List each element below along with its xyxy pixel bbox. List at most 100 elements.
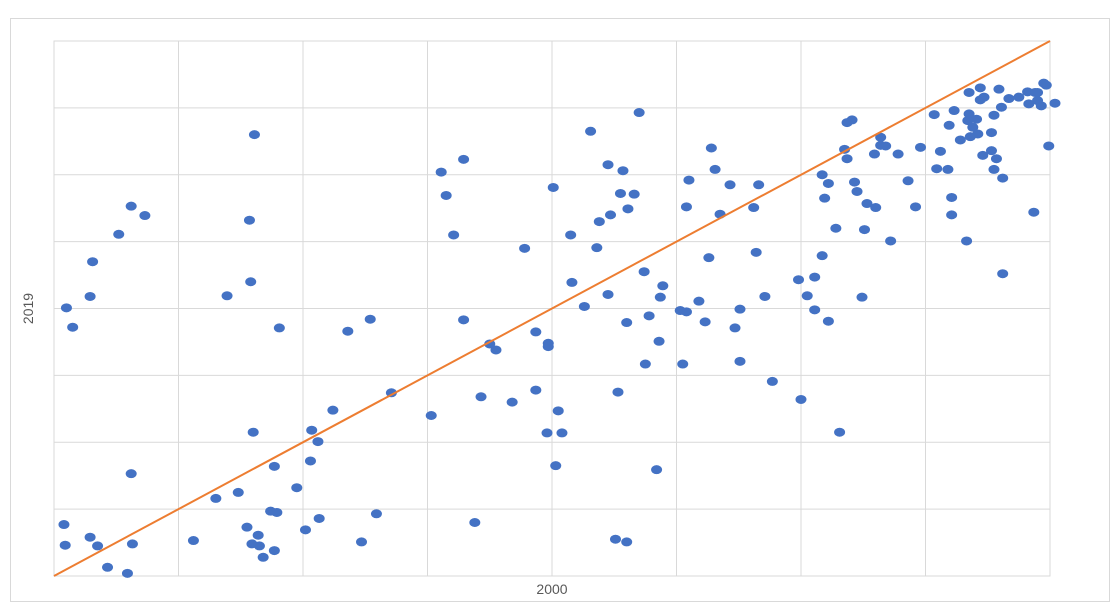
- data-point: [683, 175, 695, 185]
- data-point: [385, 388, 397, 398]
- data-point: [795, 394, 807, 404]
- data-point: [484, 339, 496, 349]
- data-point: [974, 95, 986, 105]
- data-point: [221, 291, 233, 301]
- data-point: [425, 411, 437, 420]
- data-point: [566, 277, 578, 287]
- data-point: [995, 102, 1007, 112]
- data-point: [885, 236, 897, 246]
- data-point: [946, 210, 958, 220]
- data-point: [870, 203, 882, 213]
- data-point: [915, 142, 927, 152]
- data-point: [252, 530, 264, 540]
- data-point: [928, 110, 940, 120]
- data-point: [1023, 99, 1035, 109]
- scatter-chart: 2000 2019: [20, 40, 1061, 597]
- data-point: [1049, 98, 1061, 108]
- data-point: [729, 323, 741, 333]
- data-point: [997, 173, 1009, 183]
- data-point: [506, 397, 518, 407]
- data-point: [892, 149, 904, 159]
- data-point: [602, 289, 614, 299]
- data-point: [273, 323, 285, 333]
- data-point: [753, 180, 765, 190]
- x-axis-title: 2000: [536, 581, 567, 597]
- data-point: [963, 109, 975, 119]
- data-point: [475, 392, 487, 402]
- data-point: [858, 225, 870, 235]
- data-point: [327, 405, 339, 415]
- data-point: [962, 116, 974, 126]
- data-point: [861, 199, 873, 209]
- data-point: [693, 296, 705, 306]
- data-point: [313, 513, 325, 523]
- data-point: [58, 520, 70, 530]
- data-point: [102, 562, 114, 572]
- data-point: [232, 487, 244, 497]
- data-point: [657, 281, 669, 291]
- data-point: [585, 126, 597, 136]
- data-point: [750, 247, 762, 257]
- data-point: [946, 192, 958, 202]
- data-point: [593, 217, 605, 227]
- data-point: [793, 275, 805, 285]
- data-point: [934, 146, 946, 156]
- data-point: [578, 301, 590, 311]
- data-point: [552, 406, 564, 416]
- data-point: [602, 160, 614, 170]
- data-point: [542, 342, 554, 352]
- data-point: [834, 427, 846, 437]
- chart-area: 2000 2019: [10, 18, 1110, 602]
- data-points: [58, 78, 1061, 578]
- y-axis-title: 2019: [20, 293, 36, 324]
- data-point: [612, 387, 624, 397]
- data-point: [312, 437, 324, 447]
- data-point: [247, 427, 259, 437]
- data-point: [210, 493, 222, 503]
- data-point: [819, 193, 831, 203]
- data-point: [306, 425, 318, 435]
- data-point: [245, 277, 257, 287]
- data-point: [187, 536, 199, 546]
- data-point: [880, 141, 892, 151]
- data-point: [997, 269, 1009, 279]
- plot-area-border: [53, 40, 1051, 577]
- data-point: [849, 177, 861, 187]
- data-point: [851, 186, 863, 196]
- data-point: [633, 108, 645, 118]
- data-point: [84, 532, 96, 542]
- data-point: [84, 291, 96, 301]
- data-point: [748, 203, 760, 213]
- data-point: [816, 251, 828, 261]
- data-point: [87, 257, 99, 267]
- data-point: [458, 315, 470, 325]
- data-point: [458, 154, 470, 164]
- data-point: [643, 311, 655, 321]
- data-point: [530, 385, 542, 395]
- data-point: [248, 130, 260, 140]
- data-point: [841, 118, 853, 128]
- data-point: [822, 178, 834, 188]
- data-point: [902, 176, 914, 186]
- data-point: [243, 215, 255, 225]
- data-point: [614, 188, 626, 198]
- data-point: [448, 230, 460, 240]
- data-point: [963, 87, 975, 97]
- data-point: [990, 154, 1002, 164]
- data-point: [628, 189, 640, 199]
- data-point: [565, 230, 577, 240]
- data-point: [519, 243, 531, 253]
- data-point: [639, 359, 651, 369]
- data-point: [617, 166, 629, 176]
- data-point: [1032, 96, 1044, 106]
- data-point: [703, 253, 715, 263]
- data-point: [801, 291, 813, 301]
- data-point: [556, 428, 568, 438]
- data-point: [530, 327, 542, 337]
- data-point: [59, 540, 71, 550]
- data-point: [469, 518, 481, 527]
- data-point: [241, 522, 253, 532]
- data-point: [677, 359, 689, 369]
- data-point: [734, 356, 746, 366]
- data-point: [705, 143, 717, 153]
